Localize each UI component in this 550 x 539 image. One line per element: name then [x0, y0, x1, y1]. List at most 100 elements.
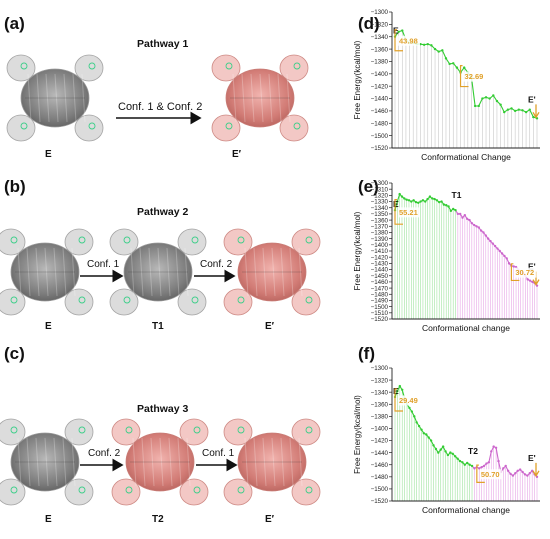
- data-point: [506, 108, 510, 111]
- ligand-marker: [125, 426, 133, 434]
- protein-texture: [177, 437, 182, 487]
- data-point: [532, 115, 535, 119]
- data-point: [505, 257, 508, 260]
- protein-texture: [62, 437, 67, 487]
- y-tick-label: −1500: [371, 133, 389, 140]
- data-point: [513, 109, 517, 113]
- y-tick-label: −1400: [371, 242, 389, 249]
- y-tick-label: −1420: [371, 83, 389, 90]
- protein-texture: [71, 437, 76, 487]
- protein-complex-3: [109, 228, 207, 316]
- protein-subunit: [177, 288, 207, 316]
- data-point: [492, 445, 495, 448]
- protein-subunit: [223, 288, 253, 316]
- data-point: [427, 436, 430, 439]
- protein-texture: [45, 73, 50, 123]
- chart-start-label: E: [393, 26, 399, 36]
- ligand-marker: [191, 296, 199, 304]
- data-point: [425, 433, 428, 436]
- x-axis-label: Conformational Change: [421, 152, 511, 162]
- protein-texture: [280, 247, 285, 297]
- protein-subunit: [111, 478, 141, 506]
- data-point: [435, 199, 439, 202]
- ligand-marker: [123, 236, 131, 244]
- ligand-marker: [78, 426, 86, 434]
- chart-mid-label: T2: [468, 446, 478, 456]
- data-point: [516, 469, 519, 472]
- data-point: [470, 464, 474, 468]
- arrow-b-1-label: Conf. 1: [87, 259, 120, 270]
- state-c-T2: T2: [152, 514, 164, 525]
- chart-1: −1300−1310−1320−1330−1340−1350−1360−1370…: [353, 180, 540, 333]
- protein-complex-6: [111, 418, 209, 506]
- ligand-marker: [237, 296, 245, 304]
- protein-texture: [298, 437, 303, 487]
- ligand-marker: [305, 426, 313, 434]
- data-point: [473, 467, 476, 470]
- chart-start-label: E: [393, 386, 399, 396]
- protein-subunit: [0, 228, 26, 256]
- data-point: [486, 237, 490, 240]
- ligand-marker: [293, 122, 301, 130]
- protein-texture: [232, 73, 237, 123]
- y-tick-label: −1320: [371, 377, 389, 384]
- data-point: [453, 455, 457, 458]
- y-tick-label: −1400: [371, 71, 389, 78]
- protein-complex-2: [0, 228, 94, 316]
- y-tick-label: −1520: [371, 498, 389, 505]
- data-point: [437, 50, 440, 53]
- ligand-marker: [10, 236, 18, 244]
- protein-core: [10, 432, 80, 492]
- data-point: [420, 428, 423, 431]
- chart-end-label: E': [528, 453, 536, 463]
- data-point: [484, 234, 487, 237]
- data-point: [507, 262, 511, 265]
- data-point: [510, 107, 513, 110]
- data-point: [410, 200, 413, 203]
- y-tick-label: −1480: [371, 120, 389, 127]
- data-point: [461, 216, 464, 219]
- protein-texture: [17, 247, 22, 297]
- ligand-marker: [191, 236, 199, 244]
- data-point: [429, 439, 433, 442]
- data-point: [473, 104, 477, 108]
- y-tick-label: −1310: [371, 186, 389, 193]
- data-point: [463, 213, 467, 217]
- data-point: [433, 197, 436, 201]
- chart-2: −1300 −1320 −1340 −1360 −1380 −1400 −1420 −1440…: [353, 365, 540, 515]
- data-point: [531, 280, 534, 284]
- data-point: [428, 195, 432, 198]
- data-point: [478, 467, 481, 470]
- ligand-marker: [10, 296, 18, 304]
- protein-subunit: [179, 478, 209, 506]
- data-point: [434, 447, 438, 451]
- data-point: [499, 103, 502, 106]
- y-tick-label: −1390: [371, 236, 389, 243]
- data-point: [490, 450, 493, 453]
- data-point: [528, 279, 532, 282]
- data-point: [449, 451, 452, 454]
- data-point: [426, 42, 429, 46]
- ligand-marker: [305, 236, 313, 244]
- data-point: [422, 432, 426, 435]
- protein-subunit: [6, 114, 36, 142]
- protein-core: [10, 242, 80, 302]
- panel-label-a: (a): [4, 14, 25, 33]
- data-point: [468, 463, 471, 466]
- data-point: [493, 244, 497, 248]
- data-point: [502, 467, 505, 470]
- protein-texture: [289, 247, 294, 297]
- protein-texture: [72, 73, 77, 123]
- ligand-marker: [225, 62, 233, 70]
- data-point: [498, 249, 501, 253]
- y-tick-label: −1440: [371, 450, 389, 457]
- data-point: [412, 199, 415, 202]
- data-point: [396, 200, 399, 203]
- data-point: [444, 57, 448, 60]
- data-point: [451, 452, 454, 456]
- data-point: [487, 461, 491, 464]
- protein-texture: [53, 247, 58, 297]
- barrier-bracket: [394, 388, 403, 412]
- arrow-c-2-label: Conf. 1: [202, 448, 235, 459]
- y-axis-label: Free Energy(kcal/mol): [353, 395, 362, 474]
